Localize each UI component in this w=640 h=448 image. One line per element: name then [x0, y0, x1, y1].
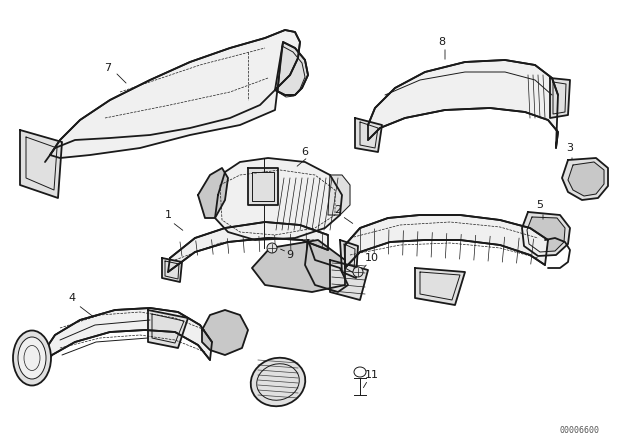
Polygon shape	[198, 168, 228, 218]
Polygon shape	[368, 60, 558, 148]
Text: 9: 9	[287, 250, 294, 260]
Polygon shape	[550, 78, 570, 118]
Polygon shape	[252, 240, 345, 292]
Text: 7: 7	[104, 63, 111, 73]
Polygon shape	[148, 310, 188, 348]
Polygon shape	[340, 240, 358, 278]
Polygon shape	[168, 222, 328, 272]
Text: 4: 4	[68, 293, 76, 303]
Polygon shape	[522, 212, 570, 256]
Polygon shape	[20, 130, 62, 198]
Polygon shape	[42, 308, 212, 368]
Polygon shape	[275, 42, 308, 95]
Ellipse shape	[354, 367, 366, 377]
Polygon shape	[215, 158, 342, 240]
Polygon shape	[562, 158, 608, 200]
Ellipse shape	[267, 243, 277, 253]
Polygon shape	[345, 215, 548, 268]
Text: 5: 5	[536, 200, 543, 210]
Polygon shape	[328, 175, 350, 215]
Text: 8: 8	[438, 37, 445, 47]
Text: 00006600: 00006600	[560, 426, 600, 435]
Text: 1: 1	[164, 210, 172, 220]
Polygon shape	[568, 162, 604, 196]
Ellipse shape	[353, 267, 363, 277]
Text: 2: 2	[335, 205, 342, 215]
Polygon shape	[50, 30, 308, 158]
Text: 11: 11	[365, 370, 379, 380]
Polygon shape	[162, 258, 182, 282]
Polygon shape	[248, 168, 278, 205]
Polygon shape	[202, 310, 248, 355]
Polygon shape	[355, 118, 382, 152]
Ellipse shape	[18, 337, 46, 379]
Polygon shape	[415, 268, 465, 305]
Text: 6: 6	[301, 147, 308, 157]
Text: 3: 3	[566, 143, 573, 153]
Text: 10: 10	[365, 253, 379, 263]
Ellipse shape	[251, 358, 305, 406]
Ellipse shape	[13, 331, 51, 385]
Polygon shape	[527, 217, 565, 252]
Polygon shape	[330, 260, 368, 300]
Polygon shape	[305, 240, 348, 292]
